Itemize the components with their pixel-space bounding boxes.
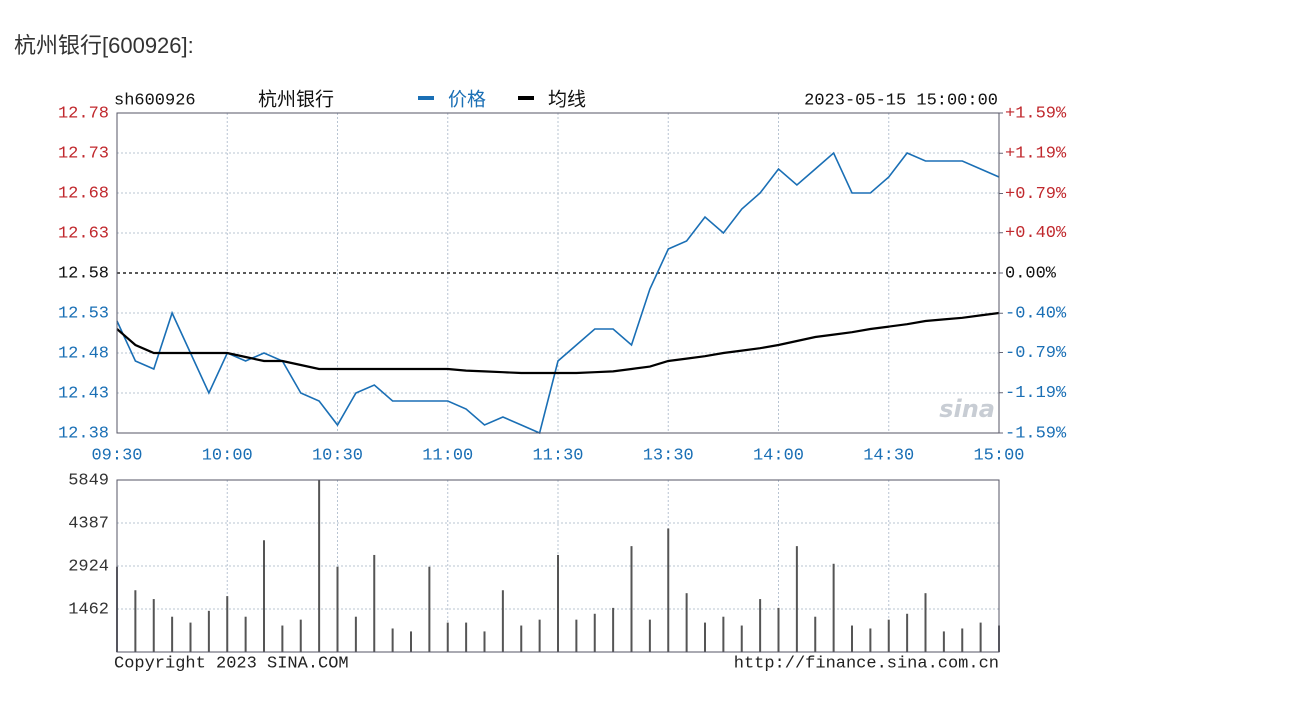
volume-bar	[171, 616, 174, 652]
volume-bar	[391, 628, 394, 652]
volume-bar	[373, 554, 376, 652]
y2-tick-label: 0.00%	[1005, 264, 1057, 283]
stock-name: 杭州银行	[258, 89, 334, 111]
volume-bar	[281, 625, 284, 652]
volume-bar	[336, 566, 339, 652]
y-tick-label: 4387	[68, 514, 109, 533]
volume-bar	[924, 593, 927, 652]
y-tick-label: 12.48	[58, 344, 109, 363]
y2-tick-label: +0.40%	[1005, 224, 1067, 243]
volume-bar	[226, 596, 229, 652]
y-tick-label: 5849	[68, 471, 109, 490]
volume-bar	[263, 540, 265, 652]
volume-bar	[593, 613, 596, 652]
volume-bar	[740, 625, 743, 652]
y-tick-label: 12.78	[58, 104, 109, 123]
y2-tick-label: +1.59%	[1005, 104, 1067, 123]
volume-bar	[318, 480, 321, 652]
volume-bar	[832, 563, 835, 652]
volume-bar	[887, 619, 890, 652]
volume-bar	[795, 546, 798, 652]
volume-bar	[465, 622, 468, 652]
x-tick-label: 11:30	[532, 446, 583, 465]
volume-bar	[410, 631, 412, 652]
x-tick-label: 13:30	[643, 446, 694, 465]
x-tick-label: 15:00	[973, 446, 1024, 465]
volume-bar	[299, 619, 302, 652]
volume-bar	[979, 622, 982, 652]
x-tick-label: 14:30	[863, 446, 914, 465]
x-tick-label: 10:00	[202, 446, 253, 465]
volume-bar	[869, 628, 872, 652]
volume-bar	[612, 607, 615, 652]
y-tick-label: 12.63	[58, 224, 109, 243]
plot-frame	[116, 112, 1000, 434]
volume-bar	[667, 528, 670, 652]
volume-bar	[244, 616, 247, 652]
volume-bar	[354, 616, 357, 652]
legend-label: 价格	[448, 89, 486, 111]
volume-bar	[648, 619, 651, 652]
logo: sina	[939, 395, 995, 423]
x-tick-label: 09:30	[91, 446, 142, 465]
volume-bar	[538, 619, 541, 652]
y-tick-label: 12.73	[58, 144, 109, 163]
y2-tick-label: -0.40%	[1005, 305, 1067, 324]
y-tick-label: 12.43	[58, 384, 109, 403]
y-tick-label: 12.38	[58, 424, 109, 443]
y2-tick-label: -1.19%	[1005, 384, 1067, 403]
volume-bar	[520, 625, 523, 652]
volume-bar	[446, 622, 449, 652]
volume-bar	[851, 625, 853, 652]
plot-frame	[116, 479, 1000, 653]
series-line	[116, 311, 1000, 375]
volume-bar	[207, 610, 210, 652]
x-tick-label: 14:00	[753, 446, 804, 465]
series-line	[116, 151, 1000, 435]
volume-bar	[759, 599, 762, 652]
volume-bar	[630, 546, 633, 652]
x-tick-label: 10:30	[312, 446, 363, 465]
volume-bar	[814, 616, 817, 652]
y2-tick-label: -0.79%	[1005, 344, 1067, 363]
y2-tick-label: +0.79%	[1005, 185, 1067, 204]
source-url: http://finance.sina.com.cn	[734, 654, 999, 673]
y-tick-label: 12.53	[58, 304, 109, 323]
page-title: 杭州银行[600926]:	[14, 33, 194, 58]
volume-bar	[189, 622, 192, 652]
volume-bar	[557, 554, 559, 652]
volume-bar	[906, 613, 909, 652]
y-tick-label: 12.58	[58, 264, 109, 283]
volume-bar	[722, 616, 725, 652]
y2-tick-label: -1.59%	[1005, 424, 1067, 443]
volume-bar	[501, 590, 504, 652]
volume-bar	[685, 593, 688, 652]
volume-bar	[777, 607, 780, 652]
legend-label: 均线	[548, 89, 586, 111]
volume-bar	[942, 631, 945, 652]
volume-bar	[704, 622, 706, 652]
volume-bar	[152, 599, 155, 652]
y-tick-label: 2924	[68, 557, 109, 576]
volume-bar	[428, 566, 431, 652]
timestamp: 2023-05-15 15:00:00	[804, 91, 998, 110]
y2-tick-label: +1.19%	[1005, 145, 1067, 164]
stock-code: sh600926	[114, 91, 196, 110]
x-tick-label: 11:00	[422, 446, 473, 465]
volume-bar	[483, 631, 486, 652]
y-tick-label: 12.68	[58, 184, 109, 203]
copyright: Copyright 2023 SINA.COM	[114, 654, 349, 673]
volume-bar	[134, 590, 137, 652]
volume-bar	[575, 619, 578, 652]
volume-bar	[961, 628, 964, 652]
y-tick-label: 1462	[68, 600, 109, 619]
